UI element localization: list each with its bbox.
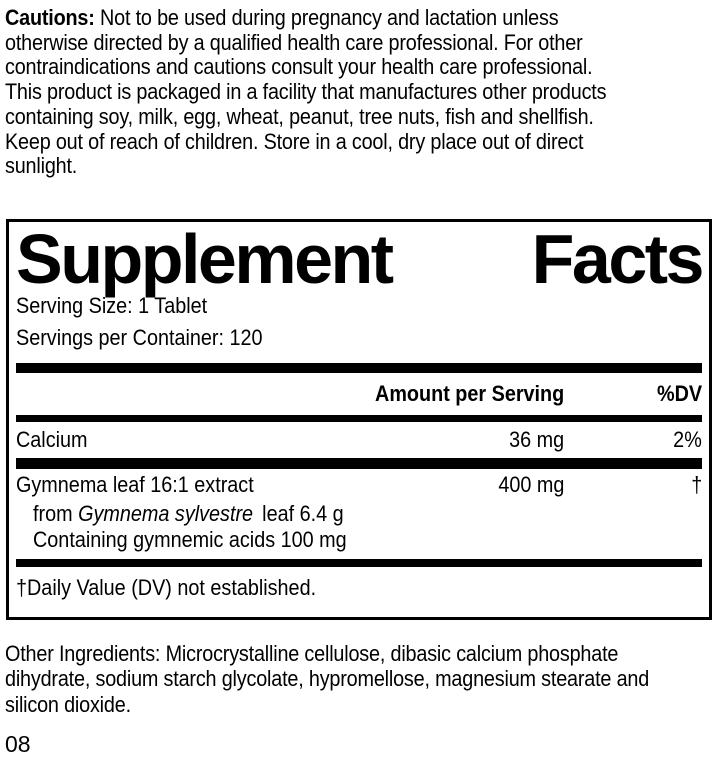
cautions-line-4: This product is packaged in a facility t…	[5, 79, 607, 105]
cautions-line-6: Keep out of reach of children. Store in …	[5, 128, 584, 154]
gymnema-source-line: from Gymnema sylvestre leaf 6.4 g	[16, 501, 702, 527]
other-ingredients-line-1: Other Ingredients: Microcrystalline cell…	[5, 641, 619, 666]
cautions-line-1: Cautions: Not to be used during pregnanc…	[5, 5, 646, 31]
cautions-label: Cautions:	[5, 5, 95, 30]
table-row-gymnema: Gymnema leaf 16:1 extract 400 mg †	[16, 469, 702, 501]
cautions-line-3: contraindications and cautions consult y…	[5, 54, 593, 80]
source-suffix: leaf 6.4 g	[256, 501, 344, 526]
divider-thick-middle	[16, 458, 702, 469]
gymnemic-acids-line: Containing gymnemic acids 100 mg	[16, 527, 702, 553]
nutrient-amount: 36 mg	[508, 427, 564, 452]
nutrient-dv-cell: 2%	[564, 427, 702, 453]
nutrient-name-cell: Calcium	[16, 427, 503, 453]
other-ingredients-line-3: silicon dioxide.	[5, 691, 131, 717]
amount-header-cell: Amount per Serving	[354, 381, 564, 407]
nutrient-name: Calcium	[16, 427, 88, 452]
divider-thick-top	[16, 363, 702, 373]
cautions-line-1-text: Not to be used during pregnancy and lact…	[94, 5, 559, 30]
gymnemic-acids-text: Containing gymnemic acids 100 mg	[33, 527, 347, 552]
dv-header-cell: %DV	[564, 381, 702, 407]
dv-footnote: †Daily Value (DV) not established.	[16, 575, 702, 601]
nutrient-name: Gymnema leaf 16:1 extract	[16, 472, 254, 497]
nutrient-amount-cell: 36 mg	[503, 427, 564, 453]
column-header-row: Amount per Serving %DV	[16, 373, 702, 415]
panel-title-word2: Facts	[531, 220, 705, 298]
species-name: Gymnema sylvestre	[78, 501, 254, 526]
amount-header-label: Amount per Serving	[374, 381, 564, 406]
dv-header-label: %DV	[656, 381, 702, 406]
divider-thin-header	[16, 415, 702, 422]
other-ingredients-section: Other Ingredients: Microcrystalline cell…	[5, 641, 717, 717]
table-row-calcium: Calcium 36 mg 2%	[16, 422, 702, 458]
panel-title: Supplement Facts	[16, 220, 705, 298]
nutrient-dv: 2%	[673, 427, 702, 452]
divider-thick-bottom	[16, 559, 702, 567]
servings-per-container-line: Servings per Container: 120	[16, 322, 702, 354]
nutrient-dv-cell: †	[564, 472, 702, 498]
cautions-line-7: sunlight.	[5, 153, 78, 179]
gymnema-source-text: from Gymnema sylvestre leaf 6.4 g	[33, 501, 344, 527]
nutrient-name-cell: Gymnema leaf 16:1 extract	[16, 472, 491, 498]
cautions-section: Cautions: Not to be used during pregnanc…	[5, 5, 717, 179]
product-code: 08	[5, 731, 31, 757]
source-prefix: from	[33, 501, 79, 526]
cautions-line-5: containing soy, milk, egg, wheat, peanut…	[5, 103, 594, 129]
nutrient-dv: †	[690, 472, 702, 497]
supplement-facts-panel: Supplement Facts Serving Size: 1 Tablet …	[6, 219, 712, 620]
servings-per-container-text: Servings per Container: 120	[16, 325, 263, 350]
panel-title-word1: Supplement	[16, 220, 394, 298]
serving-size-line: Serving Size: 1 Tablet	[16, 290, 702, 322]
nutrient-amount-cell: 400 mg	[491, 472, 564, 498]
nutrient-amount: 400 mg	[497, 472, 564, 497]
serving-size-text: Serving Size: 1 Tablet	[16, 293, 208, 318]
other-ingredients-line-2: dihydrate, sodium starch glycolate, hypr…	[5, 666, 650, 692]
dv-footnote-text: †Daily Value (DV) not established.	[16, 575, 317, 600]
cautions-line-2: otherwise directed by a qualified health…	[5, 29, 583, 55]
